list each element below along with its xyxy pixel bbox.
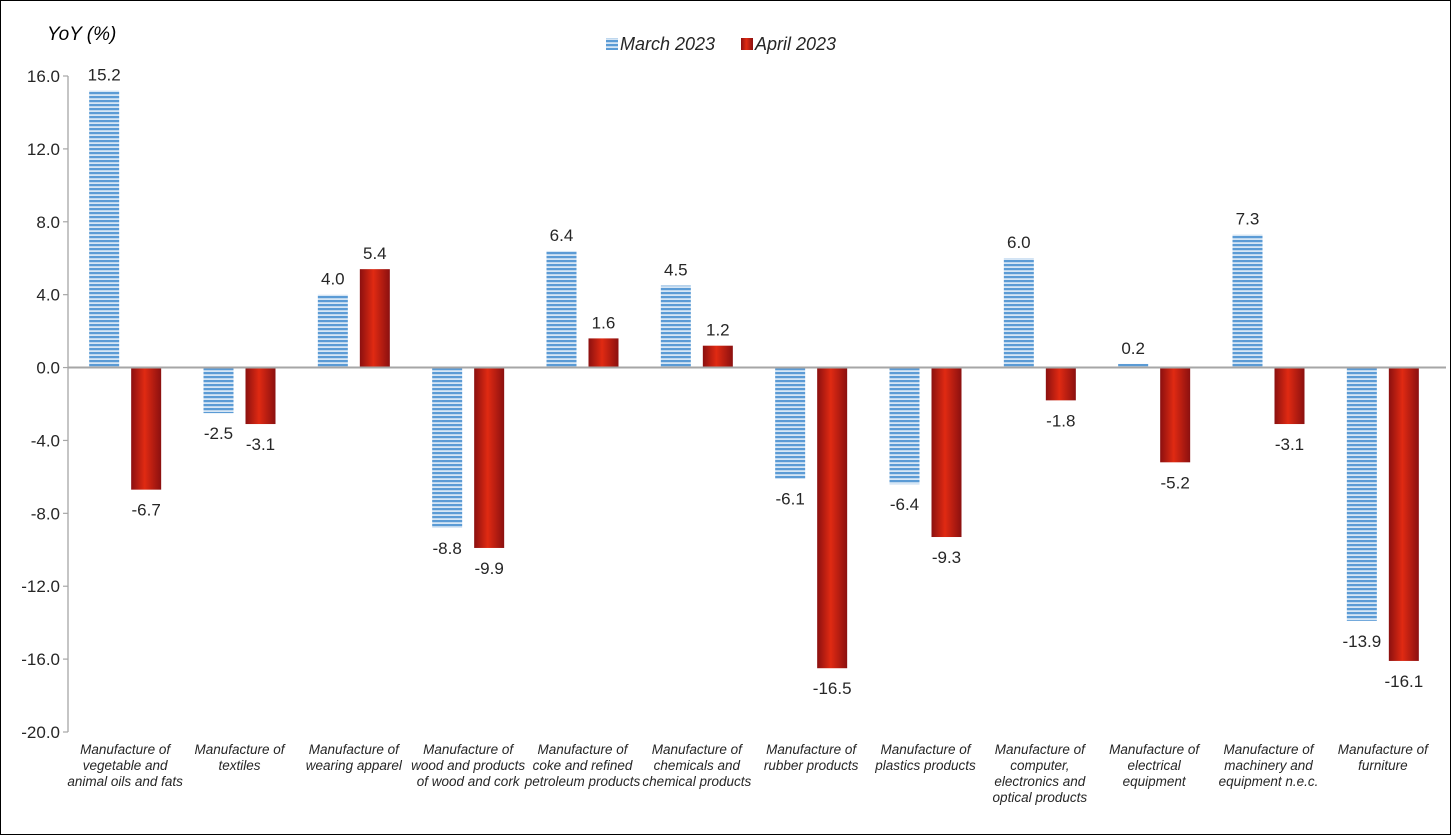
bar-april-2023 — [1045, 367, 1076, 401]
data-label-april-2023: 1.2 — [706, 321, 730, 340]
data-label-march-2023: 7.3 — [1236, 210, 1260, 229]
data-label-april-2023: -16.5 — [813, 679, 852, 698]
x-category-label: Manufacture of wearing apparel — [305, 742, 402, 773]
y-tick-label: 0.0 — [36, 359, 60, 378]
bar-april-2023 — [474, 367, 505, 548]
bar-april-2023 — [131, 367, 162, 490]
y-tick-label: 8.0 — [36, 213, 60, 232]
data-label-march-2023: -2.5 — [204, 424, 233, 443]
bar-april-2023 — [588, 338, 619, 368]
data-labels: 15.2 -2.5 4.0 -8.8 6.4 4.5 -6.1 -6.4 6.0 0.2 7.3 -1… — [88, 66, 1424, 699]
y-tick-label: 16.0 — [27, 67, 60, 86]
y-tick-label: 12.0 — [27, 140, 60, 159]
y-tick-label: -12.0 — [21, 577, 60, 596]
bars — [89, 90, 1419, 669]
bar-march-2023 — [889, 367, 920, 485]
data-label-march-2023: -8.8 — [433, 539, 462, 558]
y-tick-label: -8.0 — [31, 504, 60, 523]
data-label-march-2023: 6.0 — [1007, 233, 1031, 252]
legend-swatch-april — [741, 38, 753, 50]
bar-march-2023 — [317, 294, 348, 368]
data-label-march-2023: 0.2 — [1121, 339, 1145, 358]
data-label-march-2023: 4.5 — [664, 261, 688, 280]
data-label-april-2023: -16.1 — [1384, 672, 1423, 691]
data-label-april-2023: -6.7 — [132, 501, 161, 520]
data-label-april-2023: -3.1 — [246, 435, 275, 454]
y-tick-label: -16.0 — [21, 650, 60, 669]
bar-april-2023 — [1388, 367, 1419, 661]
x-category-label: Manufacture of electrical equipment — [1109, 742, 1200, 789]
bar-march-2023 — [775, 367, 806, 479]
data-label-march-2023: 15.2 — [88, 66, 121, 85]
x-category-label: Manufacture of vegetable and animal oils… — [67, 742, 183, 789]
bar-march-2023 — [89, 90, 120, 368]
legend-label-march: March 2023 — [620, 34, 715, 54]
data-label-april-2023: -3.1 — [1275, 435, 1304, 454]
bar-march-2023 — [1346, 367, 1377, 621]
data-label-march-2023: 4.0 — [321, 270, 345, 289]
bar-march-2023 — [432, 367, 463, 528]
data-label-april-2023: -9.9 — [475, 559, 504, 578]
data-label-march-2023: -6.1 — [776, 490, 805, 509]
bar-april-2023 — [1160, 367, 1191, 463]
bar-april-2023 — [359, 269, 390, 368]
x-category-label: Manufacture of plastics products — [875, 742, 976, 773]
bar-march-2023 — [203, 367, 234, 414]
x-category-label: Manufacture of wood and products of wood… — [411, 742, 526, 789]
bar-april-2023 — [817, 367, 848, 669]
x-category-label: Manufacture of furniture — [1337, 742, 1428, 773]
y-tick-label: -20.0 — [21, 723, 60, 742]
data-label-april-2023: -5.2 — [1161, 473, 1190, 492]
bar-march-2023 — [660, 285, 691, 368]
data-label-april-2023: -1.8 — [1046, 411, 1075, 430]
bar-april-2023 — [702, 345, 733, 368]
legend-swatch-march — [606, 38, 618, 50]
data-label-april-2023: 1.6 — [592, 313, 616, 332]
bar-march-2023 — [1118, 363, 1149, 368]
bar-april-2023 — [931, 367, 962, 538]
data-label-april-2023: 5.4 — [363, 244, 387, 263]
y-tick-label: -4.0 — [31, 431, 60, 450]
x-category-label: Manufacture of machinery and equipment n… — [1218, 742, 1319, 789]
bar-march-2023 — [546, 250, 577, 368]
bar-april-2023 — [245, 367, 276, 425]
bar-march-2023 — [1003, 258, 1034, 368]
x-category-label: Manufacture of coke and refined petroleu… — [524, 742, 641, 789]
data-label-march-2023: -6.4 — [890, 495, 919, 514]
data-label-april-2023: -9.3 — [932, 548, 961, 567]
bar-april-2023 — [1274, 367, 1305, 425]
x-category-label: Manufacture of rubber products — [763, 742, 859, 773]
axes: 16.0 12.0 8.0 4.0 0.0 -4.0 -8.0 -12.0 -16.0 -20.0 — [21, 67, 69, 742]
x-category-label: Manufacture of computer, electronics and… — [992, 742, 1088, 805]
x-category-label: Manufacture of textiles — [194, 742, 285, 773]
legend-label-april: April 2023 — [754, 34, 836, 54]
data-label-march-2023: 6.4 — [550, 226, 574, 245]
x-category-label: Manufacture of chemicals and chemical pr… — [642, 742, 752, 789]
y-axis-title: YoY (%) — [47, 24, 116, 45]
y-tick-label: 4.0 — [36, 286, 60, 305]
legend: March 2023 April 2023 — [606, 34, 836, 54]
data-label-march-2023: -13.9 — [1342, 632, 1381, 651]
bar-march-2023 — [1232, 234, 1263, 368]
